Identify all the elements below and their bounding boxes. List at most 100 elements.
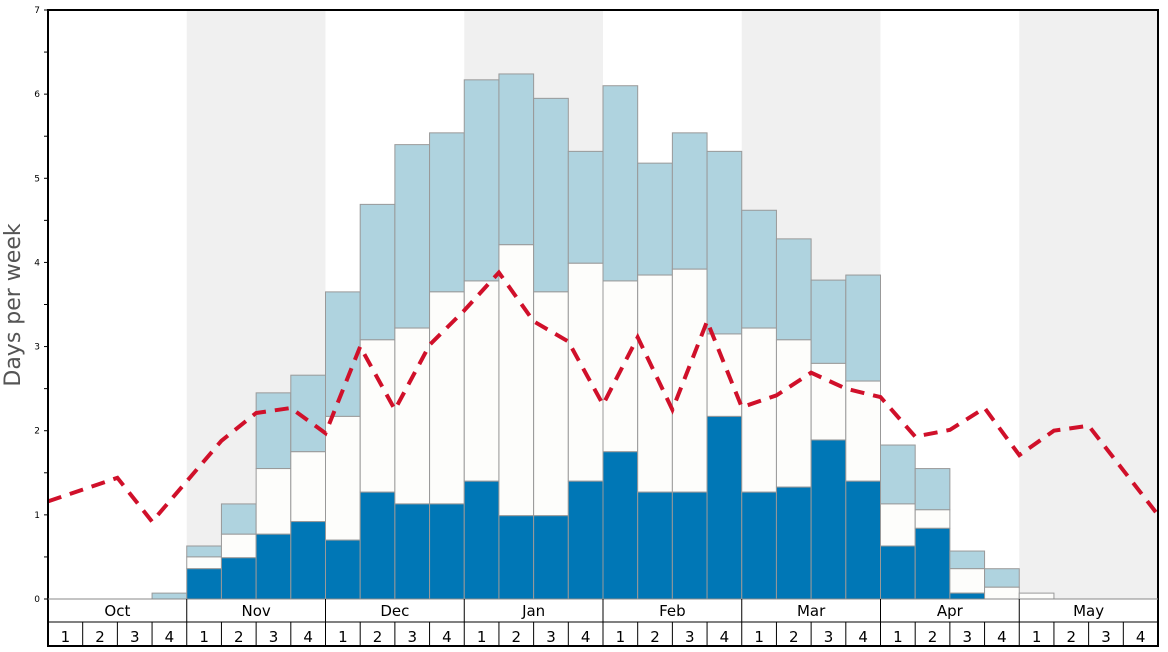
week-label: 2 bbox=[928, 628, 938, 646]
bar-segment-top bbox=[984, 568, 1020, 588]
bar-segment-top bbox=[186, 545, 222, 558]
x-axis: Oct 1 2 3 4 Nov 1 2 3 4 Dec 1 2 3 4 Jan 1 2 3 4 Feb 1 2 3 4 Mar 1 2… bbox=[48, 598, 1158, 646]
bar-segment-bottom bbox=[359, 491, 396, 600]
bar-segment-middle bbox=[845, 380, 881, 482]
week-label: 1 bbox=[893, 628, 903, 646]
week-label: 2 bbox=[234, 628, 244, 646]
bar-segment-middle bbox=[429, 291, 465, 505]
bar-segment-top bbox=[151, 592, 188, 600]
week-label: 3 bbox=[685, 628, 695, 646]
average-line bbox=[47, 269, 1160, 525]
bar-segment-middle bbox=[637, 274, 673, 493]
month-label: Jan bbox=[521, 602, 545, 620]
bar-segment-middle bbox=[220, 533, 257, 559]
bar-segment-top bbox=[845, 274, 881, 382]
week-label: 3 bbox=[130, 628, 140, 646]
bar-segment-middle bbox=[463, 280, 500, 482]
week-label: 4 bbox=[581, 628, 591, 646]
bar-segment-bottom bbox=[706, 415, 743, 600]
y-axis-label: Days per week bbox=[1, 223, 26, 386]
bar-segment-bottom bbox=[810, 439, 847, 600]
bar-segment-middle bbox=[602, 280, 639, 453]
bar-segment-top bbox=[637, 162, 673, 276]
week-label: 1 bbox=[616, 628, 626, 646]
week-label: 2 bbox=[1067, 628, 1077, 646]
bar-segment-top bbox=[429, 132, 465, 293]
y-tick-label: 0 bbox=[34, 595, 40, 605]
week-label: 4 bbox=[303, 628, 313, 646]
bar-segment-top bbox=[567, 150, 604, 264]
week-label: 3 bbox=[1101, 628, 1111, 646]
week-label: 4 bbox=[442, 628, 452, 646]
bar-segment-middle bbox=[325, 415, 361, 541]
bar-segment-top bbox=[671, 132, 708, 270]
bar-segment-middle bbox=[1018, 592, 1055, 600]
bar-segment-middle bbox=[741, 327, 777, 493]
bar-segment-bottom bbox=[637, 491, 673, 600]
y-tick-label: 3 bbox=[34, 343, 40, 353]
bar-segment-middle bbox=[949, 568, 986, 594]
bar-segment-bottom bbox=[533, 515, 569, 600]
bar-segment-middle bbox=[984, 586, 1020, 600]
y-tick-label: 6 bbox=[34, 90, 40, 100]
bar-segment-middle bbox=[880, 503, 916, 547]
bar-segment-top bbox=[810, 279, 847, 364]
week-label: 2 bbox=[650, 628, 660, 646]
bar-segment-middle bbox=[706, 333, 743, 417]
week-label: 3 bbox=[407, 628, 417, 646]
week-label: 2 bbox=[789, 628, 799, 646]
month-label: Dec bbox=[380, 602, 409, 620]
week-label: 1 bbox=[61, 628, 71, 646]
week-label: 3 bbox=[824, 628, 834, 646]
bar-segment-bottom bbox=[671, 491, 708, 600]
bar-segment-bottom bbox=[325, 539, 361, 600]
month-label: May bbox=[1073, 602, 1104, 620]
bar-segment-top bbox=[359, 203, 396, 341]
month-label: Oct bbox=[104, 602, 130, 620]
week-label: 1 bbox=[199, 628, 209, 646]
bar-segment-top bbox=[602, 85, 639, 282]
y-tick-label: 1 bbox=[34, 511, 40, 521]
bar-segment-top bbox=[741, 209, 777, 329]
week-label: 3 bbox=[546, 628, 556, 646]
week-label: 1 bbox=[477, 628, 487, 646]
y-tick-label: 2 bbox=[34, 427, 40, 437]
bar-segment-bottom bbox=[602, 451, 639, 600]
bar-segment-bottom bbox=[741, 491, 777, 600]
y-tick-label: 5 bbox=[34, 174, 40, 184]
week-label: 1 bbox=[1032, 628, 1042, 646]
bar-segment-bottom bbox=[290, 521, 326, 600]
bar-segment-top bbox=[498, 73, 535, 246]
bar-segment-top bbox=[463, 79, 500, 282]
bar-segment-bottom bbox=[186, 568, 222, 600]
week-label: 4 bbox=[997, 628, 1007, 646]
week-label: 4 bbox=[1136, 628, 1146, 646]
bar-segment-middle bbox=[255, 468, 292, 535]
week-label: 1 bbox=[338, 628, 348, 646]
month-shade bbox=[1019, 10, 1158, 599]
month-label: Mar bbox=[797, 602, 826, 620]
bar-segment-top bbox=[775, 238, 812, 341]
bar-segment-middle bbox=[290, 451, 326, 523]
bar-segment-bottom bbox=[880, 545, 916, 600]
month-label: Apr bbox=[937, 602, 964, 620]
bar-segment-bottom bbox=[255, 533, 292, 600]
trend-line bbox=[47, 269, 1160, 525]
bar-segment-middle bbox=[671, 268, 708, 493]
bar-segment-middle bbox=[498, 244, 535, 517]
week-label: 1 bbox=[754, 628, 764, 646]
bar-segment-top bbox=[914, 468, 951, 511]
week-label: 2 bbox=[373, 628, 383, 646]
bar-segment-middle bbox=[775, 339, 812, 488]
bar-segment-bottom bbox=[429, 503, 465, 600]
bar-segment-bottom bbox=[394, 503, 431, 600]
bar-segment-top bbox=[394, 144, 431, 329]
bar-segment-top bbox=[880, 444, 916, 505]
week-label: 2 bbox=[95, 628, 105, 646]
bar-segment-bottom bbox=[498, 515, 535, 600]
bar-segment-middle bbox=[186, 556, 222, 570]
week-label: 3 bbox=[962, 628, 972, 646]
y-tick-label: 7 bbox=[34, 6, 40, 16]
bar-segment-top bbox=[533, 97, 569, 293]
